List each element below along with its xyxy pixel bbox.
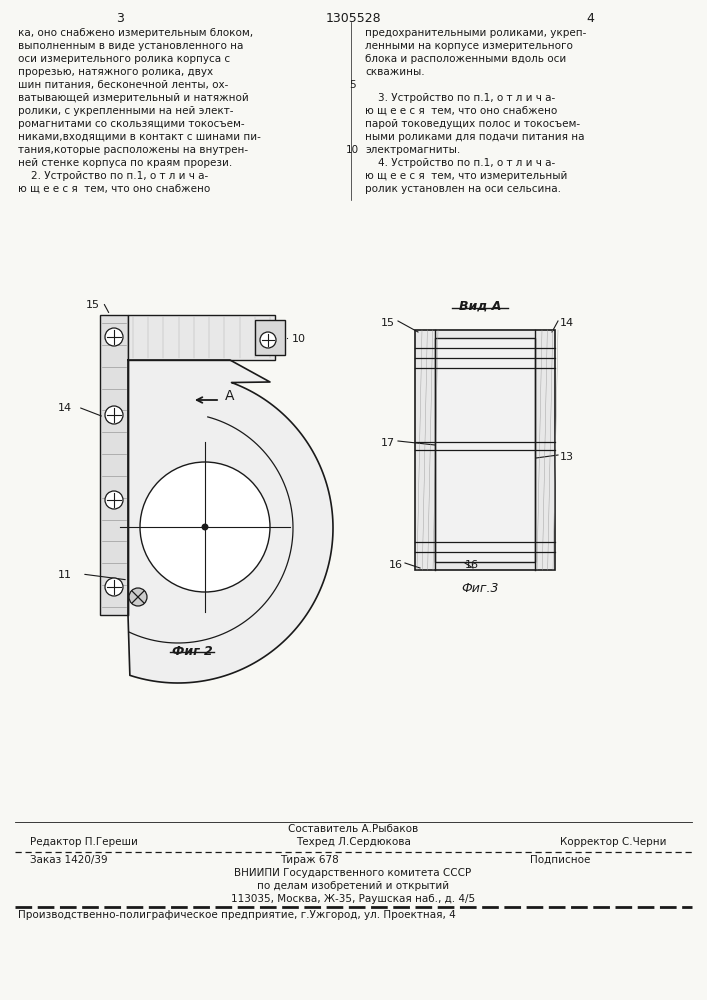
Bar [100,315,128,615]
Text: Фиг.3: Фиг.3 [461,582,498,595]
Text: Подписное: Подписное [530,855,590,865]
Text: ными роликами для подачи питания на: ными роликами для подачи питания на [365,132,585,142]
Text: 1305528: 1305528 [325,12,381,25]
Text: 16: 16 [465,560,479,570]
Bar [128,315,275,360]
Circle shape [140,462,270,592]
Text: тания,которые расположены на внутрен-: тания,которые расположены на внутрен- [18,145,248,155]
Bar [255,320,285,355]
Text: оси измерительного ролика корпуса с: оси измерительного ролика корпуса с [18,54,230,64]
Text: ватывающей измерительный и натяжной: ватывающей измерительный и натяжной [18,93,249,103]
Text: 13: 13 [560,452,574,462]
Text: ленными на корпусе измерительного: ленными на корпусе измерительного [365,41,573,51]
Text: 2. Устройство по п.1, о т л и ч а-: 2. Устройство по п.1, о т л и ч а- [18,171,209,181]
Text: 10: 10 [292,334,306,344]
Circle shape [105,491,123,509]
Text: шин питания, бесконечной ленты, ох-: шин питания, бесконечной ленты, ох- [18,80,228,90]
Text: ролик установлен на оси сельсина.: ролик установлен на оси сельсина. [365,184,561,194]
Text: 5: 5 [349,80,356,90]
Text: 16: 16 [389,560,403,570]
Text: 14: 14 [560,318,574,328]
Text: 14: 14 [58,403,72,413]
Circle shape [105,328,123,346]
Text: 3: 3 [116,12,124,25]
Text: ней стенке корпуса по краям прорези.: ней стенке корпуса по краям прорези. [18,158,233,168]
Text: ю щ е е с я  тем, что оно снабжено: ю щ е е с я тем, что оно снабжено [365,106,557,116]
Text: Тираж 678: Тираж 678 [280,855,339,865]
Text: Заказ 1420/39: Заказ 1420/39 [30,855,107,865]
Text: ВНИИПИ Государственного комитета СССР: ВНИИПИ Государственного комитета СССР [235,868,472,878]
Bar [435,338,535,562]
Text: 7: 7 [258,530,265,540]
Text: Вид A: Вид A [459,300,501,313]
Text: Составитель А.Рыбаков: Составитель А.Рыбаков [288,824,418,834]
Text: 4: 4 [586,12,594,25]
Circle shape [260,332,276,348]
Text: 11: 11 [58,570,72,580]
Text: Редактор П.Гереши: Редактор П.Гереши [30,837,138,847]
Polygon shape [128,360,333,683]
Text: Производственно-полиграфическое предприятие, г.Ужгород, ул. Проектная, 4: Производственно-полиграфическое предприя… [18,910,456,920]
Text: предохранительными роликами, укреп-: предохранительными роликами, укреп- [365,28,586,38]
Text: ю щ е е с я  тем, что измерительный: ю щ е е с я тем, что измерительный [365,171,568,181]
Text: 113035, Москва, Ж-35, Раушская наб., д. 4/5: 113035, Москва, Ж-35, Раушская наб., д. … [231,894,475,904]
Circle shape [105,406,123,424]
Bar [415,330,555,570]
Text: 4. Устройство по п.1, о т л и ч а-: 4. Устройство по п.1, о т л и ч а- [365,158,555,168]
Text: парой токоведущих полос и токосъем-: парой токоведущих полос и токосъем- [365,119,580,129]
Text: Техред Л.Сердюкова: Техред Л.Сердюкова [296,837,411,847]
Text: ромагнитами со скользящими токосъем-: ромагнитами со скользящими токосъем- [18,119,245,129]
Text: блока и расположенными вдоль оси: блока и расположенными вдоль оси [365,54,566,64]
Text: Фиг 2: Фиг 2 [172,645,212,658]
Text: никами,входящими в контакт с шинами пи-: никами,входящими в контакт с шинами пи- [18,132,261,142]
Text: выполненным в виде установленного на: выполненным в виде установленного на [18,41,243,51]
Text: по делам изобретений и открытий: по делам изобретений и открытий [257,881,449,891]
Text: 17: 17 [381,438,395,448]
Text: A: A [225,389,235,403]
Text: прорезью, натяжного ролика, двух: прорезью, натяжного ролика, двух [18,67,213,77]
Text: ка, оно снабжено измерительным блоком,: ка, оно снабжено измерительным блоком, [18,28,253,38]
Text: ролики, с укрепленными на ней элект-: ролики, с укрепленными на ней элект- [18,106,233,116]
Text: 10: 10 [346,145,358,155]
Text: 3. Устройство по п.1, о т л и ч а-: 3. Устройство по п.1, о т л и ч а- [365,93,555,103]
Circle shape [105,578,123,596]
Text: 15: 15 [86,300,100,310]
Circle shape [129,588,147,606]
Text: Корректор С.Черни: Корректор С.Черни [560,837,667,847]
Circle shape [201,524,209,530]
Text: электромагниты.: электромагниты. [365,145,460,155]
Text: скважины.: скважины. [365,67,425,77]
Text: ю щ е е с я  тем, что оно снабжено: ю щ е е с я тем, что оно снабжено [18,184,210,194]
Text: 15: 15 [381,318,395,328]
